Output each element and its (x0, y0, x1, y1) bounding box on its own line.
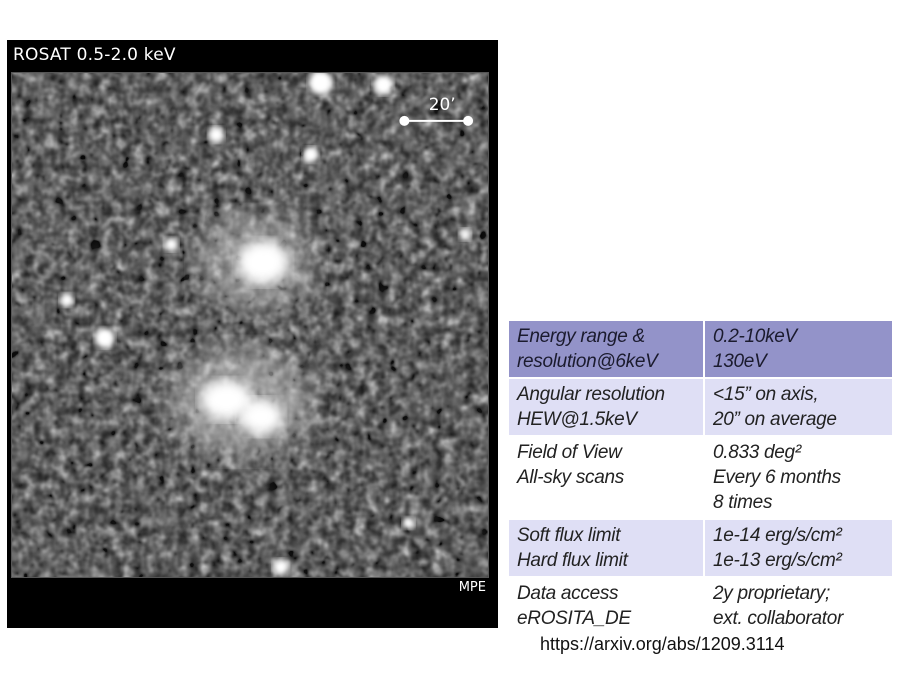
erosita-spec-table: Energy range & resolution@6keV 0.2-10keV 13… (509, 321, 894, 636)
value-line: <15” on axis, (713, 384, 819, 405)
parameter-line: Data access (517, 583, 619, 604)
spec-row: Field of View All-sky scans 0.833 deg² Ever… (509, 436, 894, 520)
value-line: 2y proprietary; (713, 583, 830, 604)
source-link[interactable]: https://arxiv.org/abs/1209.3114 (540, 634, 785, 654)
spec-value: 0.833 deg² Every 6 months 8 times (704, 436, 894, 520)
scale-bar: 20’ (399, 94, 474, 126)
value-line: 0.2-10keV (713, 326, 797, 347)
spec-row: Angular resolution HEW@1.5keV <15” on axis… (509, 378, 894, 437)
value-line: 130eV (713, 351, 767, 372)
parameter-line: eROSITA_DE (517, 608, 631, 629)
spec-row: Soft flux limit Hard flux limit 1e-14 erg/… (509, 519, 894, 578)
xray-image-panel: ROSAT 0.5-2.0 keV (7, 40, 498, 628)
spec-row: Data access eROSITA_DE 2y proprietary; ext.… (509, 577, 894, 636)
parameter-line: resolution@6keV (517, 351, 658, 372)
value-line: 0.833 deg² (713, 442, 801, 463)
value-line: Every 6 months (713, 467, 841, 488)
parameter-line: Field of View (517, 442, 622, 463)
spec-value: 1e-14 erg/s/cm² 1e-13 erg/s/cm² (704, 519, 894, 578)
spec-value: 0.2-10keV 130eV (704, 321, 894, 379)
value-line: 8 times (713, 492, 773, 513)
spec-value: <15” on axis, 20” on average (704, 378, 894, 437)
spec-row: Energy range & resolution@6keV 0.2-10keV 13… (509, 321, 894, 379)
parameter-line: Angular resolution (517, 384, 665, 405)
value-line: ext. collaborator (713, 608, 844, 629)
value-line: 1e-14 erg/s/cm² (713, 525, 842, 546)
value-line: 20” on average (713, 409, 837, 430)
point-sources (59, 73, 472, 575)
spec-parameter: Energy range & resolution@6keV (509, 321, 705, 379)
image-credit: MPE (458, 580, 486, 595)
parameter-line: Energy range & (517, 326, 645, 347)
xray-sky-map: 20’ (11, 72, 489, 578)
value-line: 1e-13 erg/s/cm² (713, 550, 842, 571)
parameter-line: Soft flux limit (517, 525, 621, 546)
image-band-label: ROSAT 0.5-2.0 keV (13, 45, 176, 65)
parameter-line: All-sky scans (517, 467, 624, 488)
diffuse-cluster-emission (169, 212, 316, 458)
spec-parameter: Angular resolution HEW@1.5keV (509, 378, 705, 437)
parameter-line: HEW@1.5keV (517, 409, 637, 430)
spec-parameter: Field of View All-sky scans (509, 436, 705, 520)
parameter-line: Hard flux limit (517, 550, 628, 571)
spec-value: 2y proprietary; ext. collaborator (704, 577, 894, 636)
scale-bar-label: 20’ (429, 94, 456, 114)
spec-parameter: Soft flux limit Hard flux limit (509, 519, 705, 578)
spec-parameter: Data access eROSITA_DE (509, 577, 705, 636)
